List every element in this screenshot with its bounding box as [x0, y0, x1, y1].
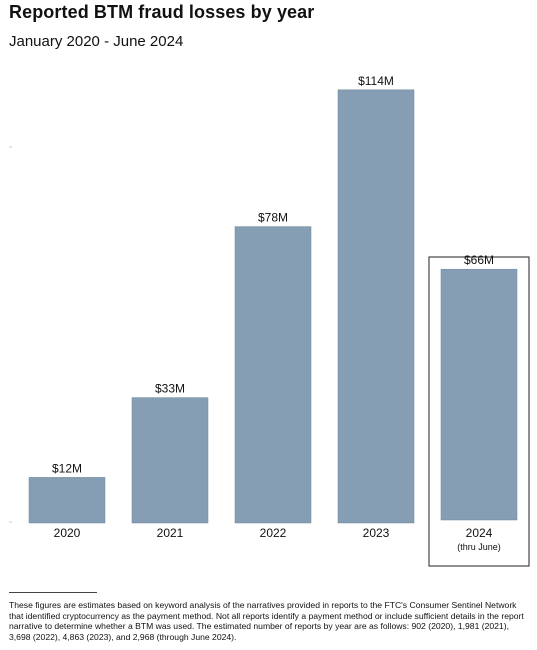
category-label-2023: 2023 — [363, 526, 390, 540]
category-label-2020: 2020 — [54, 526, 81, 540]
chart-title: Reported BTM fraud losses by year — [9, 2, 315, 22]
category-label-2024: 2024 — [466, 526, 493, 540]
bar-2024 — [440, 268, 518, 521]
bar-2020 — [28, 477, 106, 524]
value-label-2020: $12M — [52, 461, 82, 475]
value-label-2022: $78M — [258, 211, 288, 225]
bar-2021 — [131, 397, 209, 524]
chart-subtitle: January 2020 - June 2024 — [9, 33, 184, 50]
bar-2023 — [337, 89, 415, 524]
footnote-divider — [9, 592, 97, 593]
category-sublabel-2024: (thru June) — [457, 542, 501, 552]
value-label-2021: $33M — [155, 382, 185, 396]
category-label-2022: 2022 — [260, 526, 287, 540]
category-label-2021: 2021 — [157, 526, 184, 540]
value-label-2023: $114M — [358, 74, 394, 88]
footnote-text: These figures are estimates based on key… — [9, 600, 524, 642]
bar-2022 — [234, 226, 312, 524]
highlight-box-2024 — [428, 256, 530, 567]
value-label-2024: $66M — [464, 253, 494, 267]
